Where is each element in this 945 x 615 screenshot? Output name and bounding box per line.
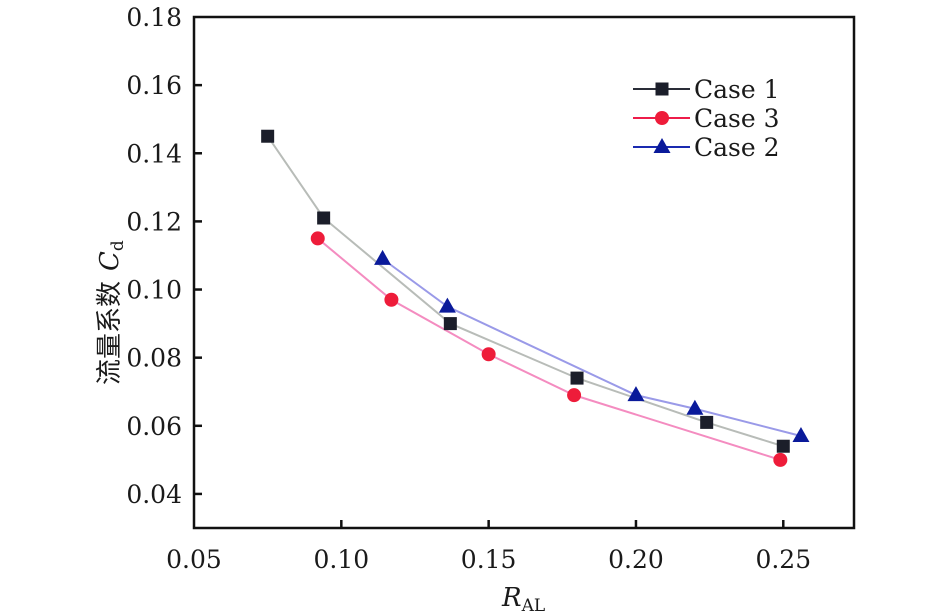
data-point xyxy=(384,292,399,307)
data-point xyxy=(570,371,584,385)
data-point xyxy=(481,347,496,362)
y-axis-label-subscript: d xyxy=(108,240,128,251)
y-tick-label: 0.14 xyxy=(126,139,182,168)
x-axis-label: RAL xyxy=(501,583,545,615)
legend-item: Case 3 xyxy=(633,104,780,133)
y-axis: 0.04 0.06 0.08 0.10 0.12 0.14 0.16 0.18 xyxy=(126,3,202,509)
y-tick-label: 0.10 xyxy=(126,276,182,305)
series-line xyxy=(266,135,784,448)
series-markers-case-2 xyxy=(374,249,810,443)
x-tick-label: 0.25 xyxy=(755,545,811,574)
y-tick-label: 0.16 xyxy=(126,71,182,100)
data-point xyxy=(776,439,790,453)
y-axis-label: 流量系数 Cd xyxy=(95,240,128,385)
data-point xyxy=(773,452,788,467)
legend-item: Case 1 xyxy=(633,75,780,104)
x-tick-label: 0.15 xyxy=(461,545,517,574)
x-tick-label: 0.10 xyxy=(313,545,369,574)
y-tick-label: 0.08 xyxy=(126,344,182,373)
legend-marker xyxy=(653,138,671,153)
x-tick-label: 0.05 xyxy=(166,545,222,574)
data-point xyxy=(443,317,457,331)
data-point xyxy=(438,297,456,313)
x-axis-label-main: R xyxy=(501,583,522,613)
x-axis: 0.05 0.10 0.15 0.20 0.25 xyxy=(166,520,811,574)
plot-frame xyxy=(192,15,856,530)
legend-label: Case 3 xyxy=(694,104,780,133)
data-point xyxy=(700,415,714,429)
y-axis-label-main: C xyxy=(95,251,125,271)
y-tick-label: 0.12 xyxy=(126,207,182,236)
x-tick-label: 0.20 xyxy=(608,545,664,574)
data-point xyxy=(686,399,704,415)
series-case-1 xyxy=(266,135,784,448)
y-axis-label-prefix: 流量系数 xyxy=(95,281,125,385)
data-point xyxy=(374,249,392,265)
y-tick-label: 0.06 xyxy=(126,412,182,441)
data-point xyxy=(317,211,331,225)
data-point xyxy=(567,388,582,403)
series-markers-case-3 xyxy=(310,231,788,467)
legend-marker xyxy=(655,111,669,125)
data-point xyxy=(310,231,325,246)
y-tick-label: 0.18 xyxy=(126,3,182,32)
data-point xyxy=(792,427,810,443)
series-case-2 xyxy=(381,258,802,437)
legend-label: Case 2 xyxy=(694,133,780,162)
y-tick-label: 0.04 xyxy=(126,480,182,509)
legend-marker xyxy=(655,82,669,96)
legend-label: Case 1 xyxy=(694,75,780,104)
data-point xyxy=(261,129,275,143)
series-layer xyxy=(261,129,810,467)
series-markers-case-1 xyxy=(261,129,790,453)
svg-text:流量系数Cd: 流量系数 Cd xyxy=(95,240,128,385)
x-axis-label-subscript: AL xyxy=(521,596,546,615)
legend-item: Case 2 xyxy=(633,133,780,162)
series-line xyxy=(381,258,802,437)
data-point xyxy=(627,386,645,402)
